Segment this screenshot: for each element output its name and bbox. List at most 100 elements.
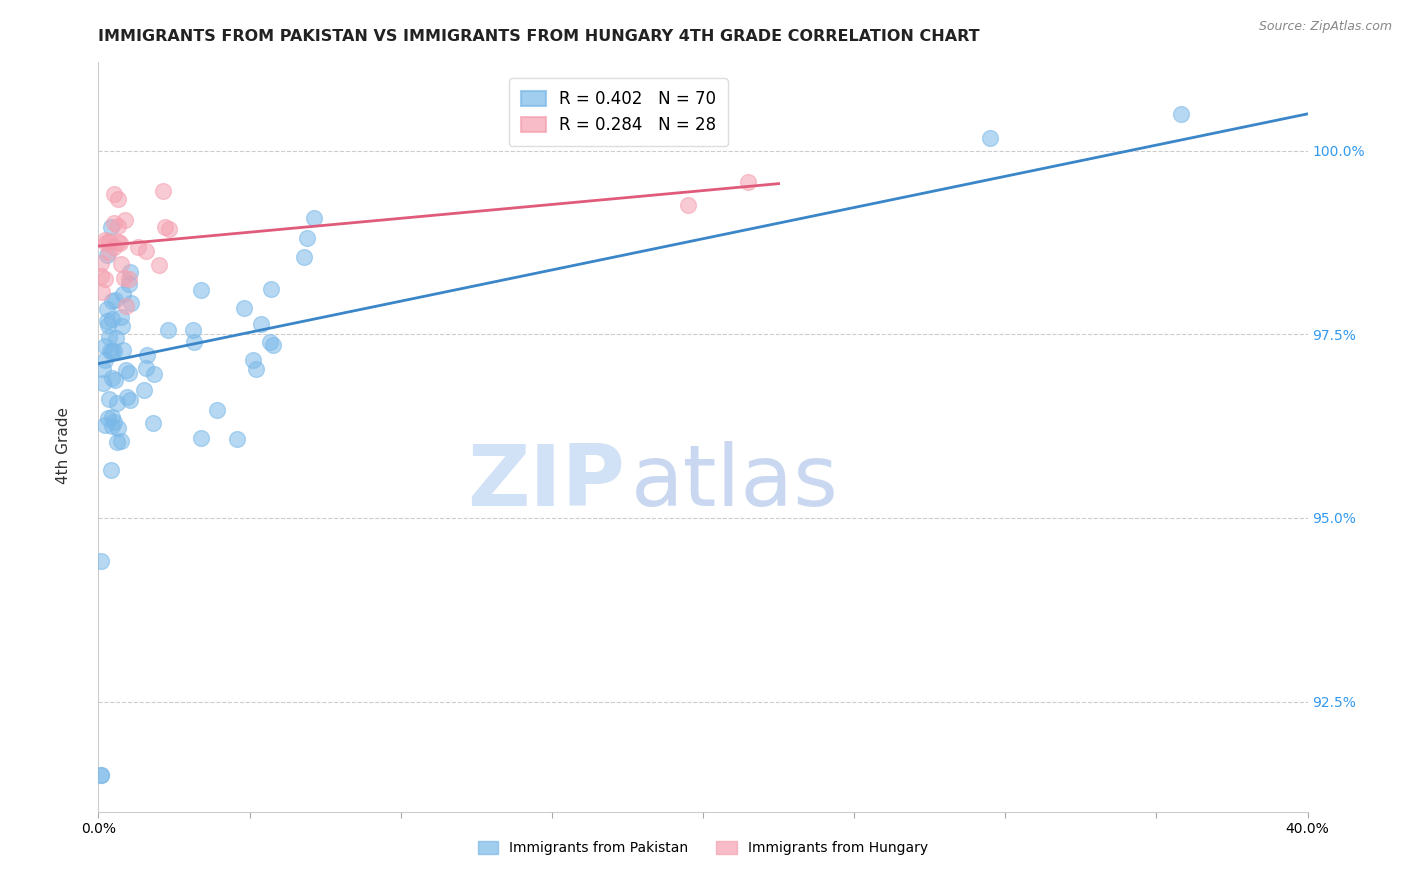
Point	[91, 376, 114, 391]
Point	[104, 293, 127, 307]
Point	[97, 318, 120, 332]
Point	[143, 367, 166, 381]
Point	[979, 130, 1001, 145]
Point	[105, 331, 128, 345]
Point	[107, 192, 129, 206]
Point	[114, 213, 136, 227]
Point	[157, 323, 180, 337]
Point	[737, 175, 759, 189]
Point	[1170, 107, 1192, 121]
Point	[676, 198, 699, 212]
Point	[111, 343, 134, 358]
Point	[157, 222, 180, 236]
Point	[245, 361, 267, 376]
Point	[94, 233, 117, 247]
Point	[225, 432, 247, 446]
Point	[112, 271, 135, 285]
Point	[295, 231, 318, 245]
Point	[100, 463, 122, 477]
Point	[90, 268, 112, 283]
Point	[90, 554, 112, 568]
Point	[91, 362, 114, 376]
Point	[100, 343, 122, 358]
Point	[111, 318, 134, 333]
Point	[107, 235, 129, 249]
Legend: Immigrants from Pakistan, Immigrants from Hungary: Immigrants from Pakistan, Immigrants fro…	[472, 836, 934, 861]
Point	[97, 330, 120, 344]
Point	[90, 768, 112, 782]
Point	[107, 219, 129, 233]
Point	[96, 314, 118, 328]
Point	[101, 409, 124, 424]
Point	[93, 339, 115, 353]
Point	[107, 421, 129, 435]
Point	[233, 301, 256, 315]
Point	[205, 402, 228, 417]
Point	[93, 272, 115, 286]
Point	[115, 363, 138, 377]
Point	[302, 211, 325, 226]
Point	[103, 415, 125, 429]
Point	[259, 335, 281, 350]
Point	[118, 272, 141, 286]
Point	[103, 216, 125, 230]
Point	[93, 417, 115, 432]
Point	[262, 337, 284, 351]
Point	[181, 323, 204, 337]
Point	[90, 256, 112, 270]
Point	[117, 391, 139, 405]
Point	[98, 392, 121, 406]
Point	[111, 287, 134, 301]
Point	[101, 344, 124, 359]
Point	[142, 416, 165, 430]
Point	[110, 310, 132, 325]
Point	[118, 265, 141, 279]
Point	[120, 296, 142, 310]
Point	[94, 353, 117, 368]
Point	[103, 187, 125, 202]
Point	[260, 282, 283, 296]
Text: 4th Grade: 4th Grade	[56, 408, 70, 484]
Point	[101, 293, 124, 308]
Point	[118, 367, 141, 381]
Point	[134, 383, 156, 397]
Point	[100, 220, 122, 235]
Point	[104, 373, 127, 387]
Point	[190, 283, 212, 297]
Text: ZIP: ZIP	[467, 441, 624, 524]
Point	[135, 360, 157, 375]
Point	[155, 219, 177, 234]
Text: IMMIGRANTS FROM PAKISTAN VS IMMIGRANTS FROM HUNGARY 4TH GRADE CORRELATION CHART: IMMIGRANTS FROM PAKISTAN VS IMMIGRANTS F…	[98, 29, 980, 44]
Point	[183, 334, 205, 349]
Point	[110, 257, 132, 271]
Point	[250, 317, 273, 331]
Point	[108, 236, 131, 251]
Point	[100, 312, 122, 326]
Point	[136, 348, 159, 362]
Text: atlas: atlas	[630, 441, 838, 524]
Text: Source: ZipAtlas.com: Source: ZipAtlas.com	[1258, 20, 1392, 33]
Point	[105, 435, 128, 450]
Point	[292, 251, 315, 265]
Point	[118, 392, 141, 407]
Point	[190, 431, 212, 445]
Point	[118, 277, 141, 292]
Point	[103, 240, 125, 254]
Point	[101, 419, 124, 434]
Point	[152, 185, 174, 199]
Point	[110, 434, 132, 449]
Point	[96, 301, 118, 316]
Point	[103, 344, 125, 359]
Point	[97, 410, 120, 425]
Point	[115, 299, 138, 313]
Point	[90, 285, 112, 300]
Point	[242, 353, 264, 368]
Point	[97, 234, 120, 248]
Point	[105, 396, 128, 410]
Point	[127, 240, 149, 254]
Point	[96, 247, 118, 261]
Point	[148, 258, 170, 272]
Point	[90, 768, 112, 782]
Point	[97, 244, 120, 259]
Point	[94, 235, 117, 250]
